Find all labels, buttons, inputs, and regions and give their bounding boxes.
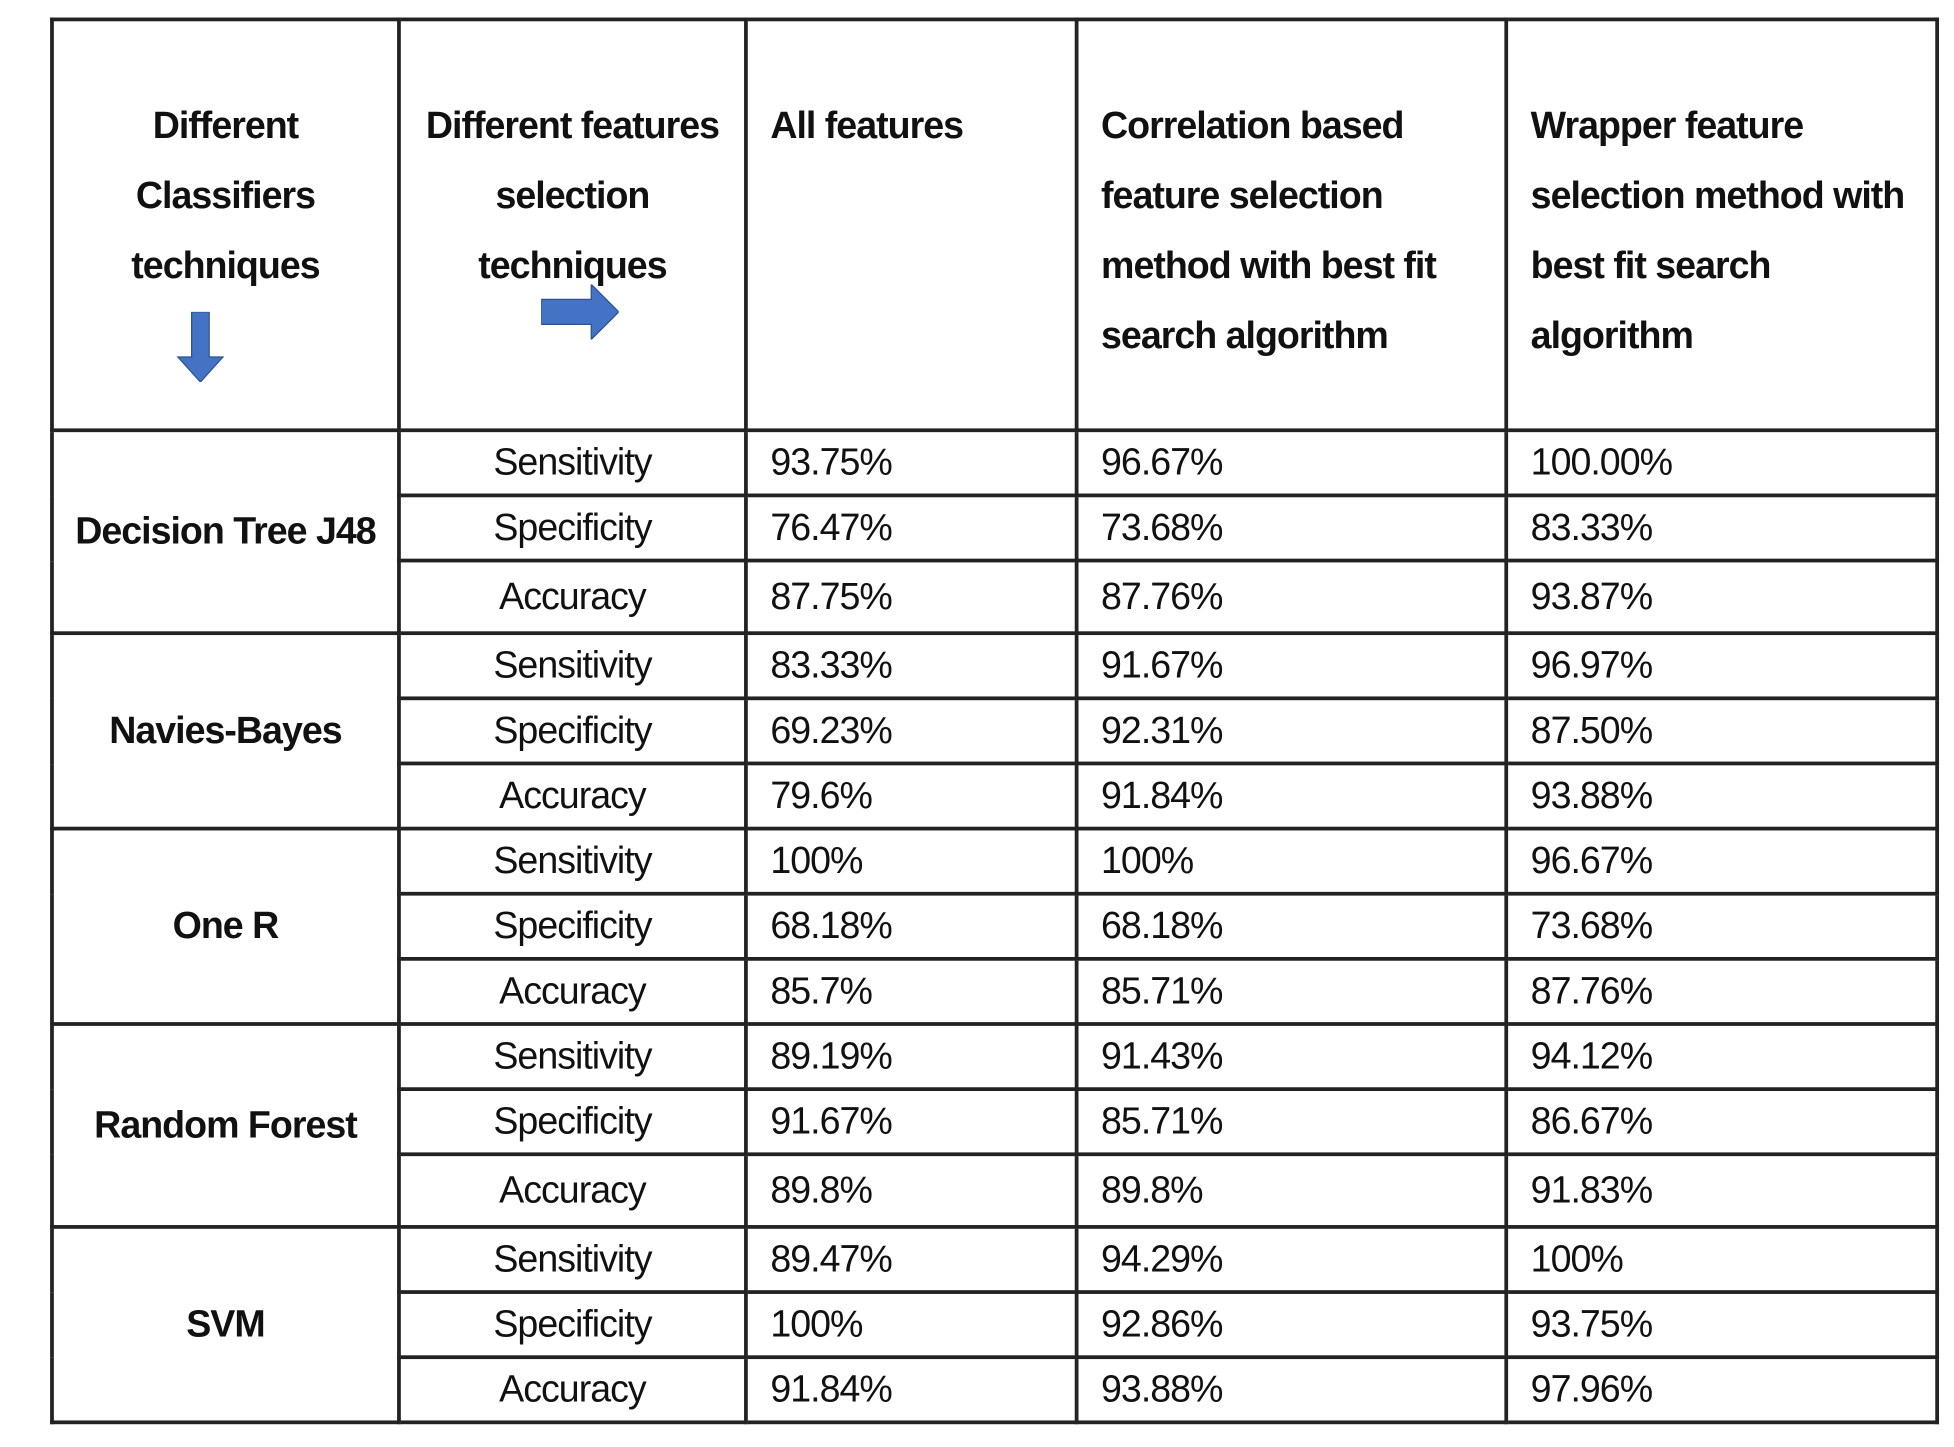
value-correlation: 87.76% — [1074, 558, 1509, 636]
table-row: Accuracy 87.75% 87.76% 93.87% — [52, 558, 1940, 636]
value-wrapper: 86.67% — [1504, 1087, 1940, 1157]
header-classifiers: Different Classifiers techniques — [50, 17, 401, 433]
header-all-features: All features — [744, 17, 1079, 433]
header-correlation-label: Correlation based feature selection meth… — [1101, 105, 1437, 357]
classifier-name: Decision Tree J48 — [50, 428, 401, 636]
table-row: One R Sensitivity 100% 100% 96.67% — [50, 826, 1940, 1026]
metric-label: Sensitivity — [397, 1022, 748, 1092]
value-all-features: 93.75% — [744, 428, 1079, 498]
table-row: Random Forest Sensitivity 89.19% 91.43% 94.1… — [50, 1022, 1940, 1229]
value-all-features: 89.8% — [744, 1152, 1079, 1229]
metric-label: Accuracy — [397, 1152, 748, 1229]
classifier-name: SVM — [50, 1225, 401, 1425]
value-wrapper: 73.68% — [1504, 891, 1940, 961]
value-correlation: 89.8% — [1074, 1152, 1509, 1229]
table-row: SVM Sensitivity 89.47% 94.29% 100% — [50, 1225, 1940, 1425]
value-correlation: 91.67% — [1074, 631, 1509, 701]
table-row: Accuracy 91.84% 93.88% 97.96% — [52, 1355, 1940, 1425]
value-all-features: 89.47% — [744, 1225, 1079, 1294]
metric-label: Sensitivity — [397, 428, 748, 498]
value-wrapper: 83.33% — [1504, 493, 1940, 563]
table-row: Specificity 91.67% 85.71% 86.67% — [52, 1087, 1940, 1157]
value-wrapper: 97.96% — [1504, 1355, 1940, 1425]
header-classifiers-label: Different Classifiers techniques — [131, 105, 320, 287]
header-wrapper-label: Wrapper feature selection method with be… — [1530, 105, 1906, 357]
classifier-name: Random Forest — [50, 1022, 401, 1229]
value-wrapper: 93.87% — [1504, 558, 1940, 636]
value-wrapper: 100.00% — [1504, 428, 1940, 498]
value-wrapper: 91.83% — [1504, 1152, 1940, 1229]
value-wrapper: 94.12% — [1504, 1022, 1940, 1092]
value-wrapper: 100% — [1504, 1225, 1940, 1294]
classifier-name: One R — [50, 826, 401, 1026]
value-correlation: 92.31% — [1074, 696, 1509, 766]
value-wrapper: 87.76% — [1504, 956, 1940, 1026]
value-all-features: 89.19% — [744, 1022, 1079, 1092]
value-correlation: 73.68% — [1074, 493, 1509, 563]
value-correlation: 91.84% — [1074, 761, 1509, 831]
table-row: Specificity 76.47% 73.68% 83.33% — [52, 493, 1940, 563]
metric-label: Specificity — [397, 1087, 748, 1157]
table-row: Decision Tree J48 Sensitivity 93.75% 96.67%… — [50, 428, 1940, 636]
metric-label: Accuracy — [397, 761, 748, 831]
header-row: Different Classifiers techniques Differe… — [50, 17, 1940, 433]
value-correlation: 93.88% — [1074, 1355, 1509, 1425]
value-all-features: 91.67% — [744, 1087, 1079, 1157]
table-row: Accuracy 85.7% 85.71% 87.76% — [52, 956, 1940, 1026]
value-all-features: 100% — [744, 1290, 1079, 1360]
value-correlation: 85.71% — [1074, 956, 1509, 1026]
metric-label: Sensitivity — [397, 826, 748, 896]
value-correlation: 92.86% — [1074, 1290, 1509, 1360]
metric-label: Specificity — [397, 1290, 748, 1360]
value-correlation: 100% — [1074, 826, 1509, 896]
value-all-features: 85.7% — [744, 956, 1079, 1026]
value-all-features: 79.6% — [744, 761, 1079, 831]
table-row: Accuracy 79.6% 91.84% 93.88% — [52, 761, 1940, 831]
results-table: Different Classifiers techniques Differe… — [50, 17, 1940, 1425]
header-all-features-label: All features — [770, 105, 964, 147]
header-feature-selection-label: Different features selection techniques — [425, 105, 720, 287]
table-row: Specificity 100% 92.86% 93.75% — [52, 1290, 1940, 1360]
arrow-down-icon — [176, 311, 225, 383]
table-row: Accuracy 89.8% 89.8% 91.83% — [52, 1152, 1940, 1229]
metric-label: Sensitivity — [397, 631, 748, 701]
metric-label: Accuracy — [397, 558, 748, 636]
value-all-features: 69.23% — [744, 696, 1079, 766]
value-all-features: 76.47% — [744, 493, 1079, 563]
value-wrapper: 93.75% — [1504, 1290, 1940, 1360]
header-wrapper: Wrapper feature selection method with be… — [1504, 17, 1940, 433]
table-row: Specificity 69.23% 92.31% 87.50% — [52, 696, 1940, 766]
value-correlation: 94.29% — [1074, 1225, 1509, 1294]
value-wrapper: 96.97% — [1504, 631, 1940, 701]
value-wrapper: 96.67% — [1504, 826, 1940, 896]
classifier-name: Navies-Bayes — [50, 631, 401, 831]
metric-label: Specificity — [397, 493, 748, 563]
metric-label: Specificity — [397, 696, 748, 766]
metric-label: Accuracy — [397, 1355, 748, 1425]
value-wrapper: 93.88% — [1504, 761, 1940, 831]
value-all-features: 100% — [744, 826, 1079, 896]
header-correlation: Correlation based feature selection meth… — [1074, 17, 1509, 433]
value-correlation: 96.67% — [1074, 428, 1509, 498]
metric-label: Sensitivity — [397, 1225, 748, 1294]
value-all-features: 91.84% — [744, 1355, 1079, 1425]
table-row: Specificity 68.18% 68.18% 73.68% — [52, 891, 1940, 961]
metric-label: Specificity — [397, 891, 748, 961]
value-all-features: 83.33% — [744, 631, 1079, 701]
value-all-features: 68.18% — [744, 891, 1079, 961]
table-row: Navies-Bayes Sensitivity 83.33% 91.67% 96.97… — [50, 631, 1940, 831]
value-wrapper: 87.50% — [1504, 696, 1940, 766]
value-correlation: 85.71% — [1074, 1087, 1509, 1157]
value-correlation: 68.18% — [1074, 891, 1509, 961]
arrow-right-icon — [541, 284, 619, 340]
value-all-features: 87.75% — [744, 558, 1079, 636]
header-feature-selection: Different features selection techniques — [397, 17, 748, 433]
value-correlation: 91.43% — [1074, 1022, 1509, 1092]
metric-label: Accuracy — [397, 956, 748, 1026]
